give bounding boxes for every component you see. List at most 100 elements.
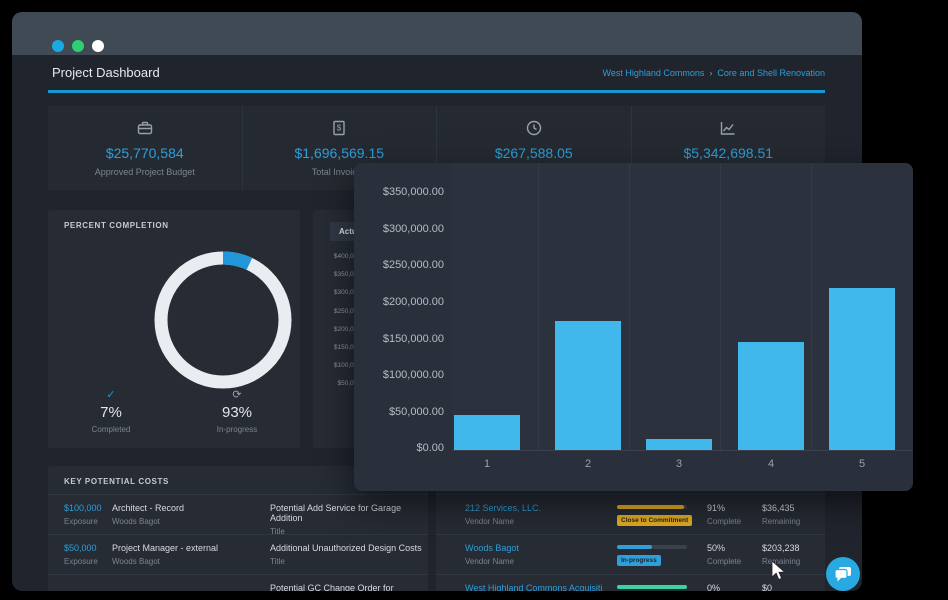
window-control-dot-white[interactable] <box>92 40 104 52</box>
cost-amount: $100,000 <box>64 503 102 513</box>
cost-amount-cell: $100,000 Exposure <box>64 503 110 526</box>
progress-bar-fill <box>617 505 684 509</box>
in-progress-stat: ⟳ 93% In-progress <box>174 388 300 434</box>
svg-text:$: $ <box>337 124 342 133</box>
key-potential-costs-title: KEY POTENTIAL COSTS <box>64 477 169 486</box>
cost-vendor: Woods Bagot <box>112 557 160 566</box>
x-tick-label: 3 <box>675 458 683 470</box>
breadcrumb-page-link[interactable]: Core and Shell Renovation <box>717 68 825 78</box>
completion-stats: ✓ 7% Completed ⟳ 93% In-progress <box>48 388 300 434</box>
vendor-name-label: Vendor Name <box>465 557 514 566</box>
vendor-name-cell: West Highland Commons Acquisiti <box>465 583 610 591</box>
kpi-label: Total Invoiced <box>311 167 367 177</box>
vendor-name-label: Vendor Name <box>465 517 514 526</box>
x-tick-label: 4 <box>767 458 775 470</box>
kpi-card-4: $5,342,698.51 <box>632 106 826 190</box>
bar-category-3[interactable] <box>646 439 712 450</box>
breadcrumb-separator: › <box>709 68 713 78</box>
cost-title-cell: Potential Add Service for Garage Additio… <box>270 503 422 536</box>
mouse-cursor <box>771 560 786 581</box>
enlarged-bar-chart-popup: $350,000.00 $300,000.00 $250,000.00 $200,00… <box>354 163 913 491</box>
kpi-value: $1,696,569.15 <box>294 145 385 161</box>
cost-title-cell: Additional Unauthorized Design Costs Titl… <box>270 543 422 566</box>
kpi-card-2: $ $1,696,569.15 Total Invoiced <box>243 106 437 190</box>
progress-bar-track <box>617 545 687 549</box>
chat-bubble-icon <box>834 567 851 582</box>
clock-icon <box>437 120 631 138</box>
title-accent-rule <box>48 90 825 93</box>
table-row[interactable]: 212 Services, LLC. Vendor Name Close to Co… <box>436 494 825 534</box>
vendor-name-cell: 212 Services, LLC. Vendor Name <box>465 503 610 526</box>
y-tick-label: $350,000.00 <box>382 186 444 198</box>
y-tick-label: $100,000.00 <box>382 369 444 382</box>
progress-bar-fill <box>617 585 687 589</box>
bar-category-2[interactable] <box>555 321 621 450</box>
breadcrumb-project-link[interactable]: West Highland Commons <box>602 68 705 78</box>
table-row[interactable]: Woods Bagot Vendor Name In-progress 50% Comp… <box>436 534 825 574</box>
vendor-percent: 91% <box>707 503 726 513</box>
cost-amount-cell: $50,000 Exposure <box>64 543 110 566</box>
in-progress-label: In-progress <box>216 425 258 434</box>
table-row[interactable]: West Highland Commons Acquisiti 0% $0 <box>436 574 825 591</box>
completion-donut-chart <box>154 251 292 389</box>
table-row[interactable]: $100,000 Exposure Architect - Record Woods … <box>48 494 428 536</box>
vendor-remaining: $203,238 <box>762 543 800 553</box>
vendor-name-cell: Woods Bagot Vendor Name <box>465 543 610 566</box>
grid-line <box>811 163 812 450</box>
check-icon: ✓ <box>106 389 116 401</box>
breadcrumb: West Highland Commons › Core and Shell Ren… <box>603 68 825 78</box>
vendor-percent: 50% <box>707 543 726 553</box>
completed-stat: ✓ 7% Completed <box>48 388 174 434</box>
mini-y-tick: $300,000 <box>333 289 361 297</box>
mini-y-tick: $350,000 <box>333 271 361 279</box>
page-title: Project Dashboard <box>52 65 160 80</box>
mini-y-tick: $100,000 <box>333 362 361 370</box>
bar-category-1[interactable] <box>454 415 520 450</box>
bar-category-5[interactable] <box>829 288 895 450</box>
window-control-dot-green[interactable] <box>72 40 84 52</box>
vendor-progress-cell: In-progress <box>617 545 687 567</box>
in-progress-value: 93% <box>221 404 253 421</box>
window-control-dot-blue[interactable] <box>52 40 64 52</box>
window-titlebar <box>12 12 862 55</box>
table-row[interactable]: $50,000 Exposure Project Manager - externa… <box>48 534 428 574</box>
vendor-remaining-cell: $0 <box>762 583 822 591</box>
grid-line <box>720 163 721 450</box>
vendor-remaining-label: Remaining <box>762 517 801 526</box>
cost-title-label: Title <box>270 527 285 536</box>
vendor-progress-cell <box>617 585 687 589</box>
mini-y-tick: $200,000 <box>333 325 361 333</box>
vendor-name-link[interactable]: Woods Bagot <box>465 543 519 553</box>
cost-vendor: Woods Bagot <box>112 517 160 526</box>
kpi-card-3: $267,588.05 <box>437 106 632 190</box>
kpi-value: $25,770,584 <box>105 145 184 161</box>
y-tick-label: $150,000.00 <box>382 332 444 345</box>
kpi-label: Approved Project Budget <box>94 167 195 177</box>
table-row[interactable]: Potential GC Change Order for Unforeseen… <box>48 574 428 591</box>
y-tick-label: $50,000.00 <box>388 405 444 418</box>
vendor-name-link[interactable]: West Highland Commons Acquisiti <box>465 583 603 591</box>
chat-launcher-button[interactable] <box>826 557 860 591</box>
invoice-icon: $ <box>243 120 437 138</box>
vendor-percent-cell: 91% Complete <box>707 503 751 526</box>
vendor-name-link[interactable]: 212 Services, LLC. <box>465 503 542 513</box>
x-tick-label: 2 <box>584 458 592 470</box>
y-tick-label: $200,000.00 <box>382 295 444 308</box>
kpi-card-1: $25,770,584 Approved Project Budget <box>48 106 243 190</box>
briefcase-icon <box>48 120 242 138</box>
cost-role-cell: Architect - Record Woods Bagot <box>112 503 262 526</box>
bar-category-4[interactable] <box>738 342 804 450</box>
vendor-remaining-cell: $36,435 Remaining <box>762 503 822 526</box>
progress-bar-track <box>617 585 687 589</box>
status-badge: Close to Commitment <box>617 515 693 526</box>
cost-role-cell: Project Manager - external Woods Bagot <box>112 543 262 566</box>
kpi-value: $267,588.05 <box>494 145 573 161</box>
chart-line-icon <box>632 120 826 138</box>
status-badge: In-progress <box>617 555 661 566</box>
cost-amount-label: Exposure <box>64 557 98 566</box>
cost-title-cell: Potential GC Change Order for Unforeseen… <box>270 583 422 591</box>
y-tick-label: $0.00 <box>416 442 444 455</box>
mini-y-tick: $150,000 <box>333 344 361 351</box>
x-axis-line <box>452 450 913 451</box>
vendor-percent: 0% <box>707 583 721 591</box>
